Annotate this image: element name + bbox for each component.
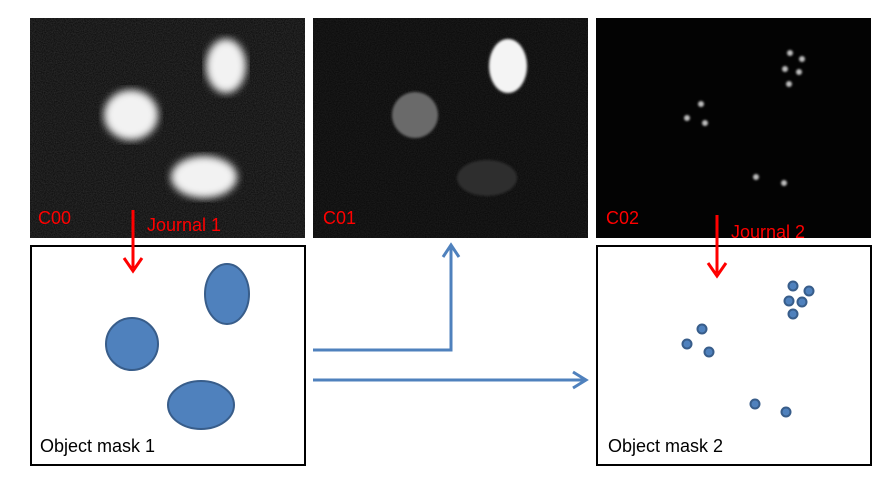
c01-cell-bottom (457, 160, 517, 196)
mask-1-object-left (105, 317, 159, 371)
mask-2-object (780, 406, 792, 418)
mask-2-object (681, 338, 693, 350)
mask-1-object-top-right (204, 263, 250, 325)
c02-spot (684, 115, 690, 121)
mask-2-object (796, 296, 808, 308)
c02-spot (782, 66, 788, 72)
c00-cell-bottom (171, 156, 237, 198)
journal-1-label: Journal 1 (147, 215, 222, 235)
mask-2-object (749, 398, 761, 410)
c00-cell-top-right (206, 39, 246, 93)
mask-2-object (787, 280, 799, 292)
mask-to-c01-arrow (313, 242, 461, 352)
c01-label: C01 (323, 208, 357, 228)
c00-image-svg (30, 18, 305, 238)
c02-spot (781, 180, 787, 186)
journal-2-label: Journal 2 (731, 222, 806, 242)
c02-label: C02 (606, 208, 640, 228)
c00-cell-left (104, 90, 158, 140)
channel-image-c02: C02 (596, 18, 871, 238)
c01-image-svg (313, 18, 588, 238)
mask-2-object (696, 323, 708, 335)
c02-image-svg (596, 18, 871, 238)
c02-spot (698, 101, 704, 107)
mask-1-label: Object mask 1 (40, 436, 156, 456)
mask-1-object-bottom (167, 380, 235, 430)
mask-2-object (703, 346, 715, 358)
c02-spot (799, 56, 805, 62)
mask-2-label: Object mask 2 (608, 436, 724, 456)
c02-spot (702, 120, 708, 126)
c02-spot (796, 69, 802, 75)
c01-cell-top-right (489, 39, 527, 93)
c02-spot (787, 50, 793, 56)
mask-1-svg (105, 263, 250, 430)
mask-2-svg (681, 280, 815, 418)
mask-to-mask-arrow (313, 370, 589, 390)
c00-label: C00 (38, 208, 72, 228)
object-mask-2: Object mask 2 (596, 245, 872, 466)
mask-2-object (783, 295, 795, 307)
mask-2-object (787, 308, 799, 320)
c02-spot (786, 81, 792, 87)
mask-2-object (803, 285, 815, 297)
channel-image-c00: C00 (30, 18, 305, 238)
c02-spot (753, 174, 759, 180)
object-mask-1: Object mask 1 (30, 245, 306, 466)
channel-image-c01: C01 (313, 18, 588, 238)
c01-cell-left (392, 92, 438, 138)
